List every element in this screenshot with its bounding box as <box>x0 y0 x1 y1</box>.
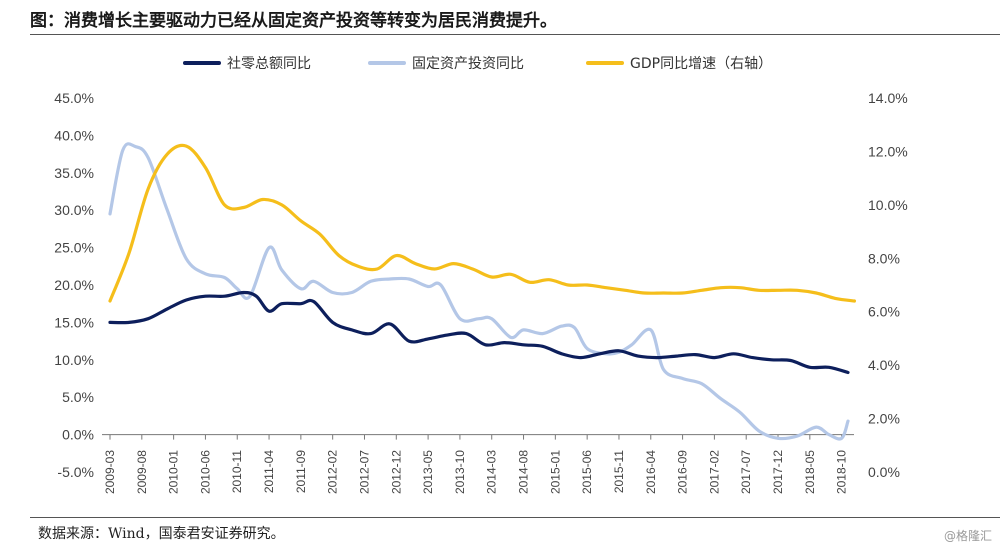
x-tick-label: 2010-06 <box>198 450 212 494</box>
left-tick-label: 5.0% <box>62 389 94 405</box>
right-tick-label: 14.0% <box>868 90 908 106</box>
source-note: 数据来源：Wind，国泰君安证券研究。 <box>38 526 285 542</box>
x-tick-label: 2013-05 <box>421 450 435 494</box>
x-tick-label: 2014-03 <box>485 450 499 494</box>
x-tick-label: 2010-11 <box>230 450 244 493</box>
x-tick-label: 2012-02 <box>326 450 340 494</box>
left-tick-label: 45.0% <box>54 90 94 106</box>
x-tick-label: 2015-01 <box>548 450 562 494</box>
retail-sales-line <box>108 290 850 375</box>
x-tick-label: 2015-11 <box>612 450 626 493</box>
legend-fixed-asset-investment: 固定资产投资同比 <box>368 56 524 72</box>
gdp-growth-line <box>108 143 856 303</box>
left-tick-label: 20.0% <box>54 277 94 293</box>
right-tick-label: 8.0% <box>868 250 900 266</box>
right-y-axis: 0.0% 2.0% 4.0% 6.0% 8.0% 10.0% 12.0% 14.0% <box>868 90 908 480</box>
left-tick-label: 25.0% <box>54 240 94 256</box>
left-tick-label: 0.0% <box>62 427 94 443</box>
fixed-asset-investment-line <box>108 142 850 441</box>
legend-label: 社零总额同比 <box>227 56 311 72</box>
x-tick-label: 2011-04 <box>262 450 276 493</box>
legend-label: 固定资产投资同比 <box>412 56 524 72</box>
x-tick-label: 2018-10 <box>835 450 849 494</box>
x-tick-label: 2011-09 <box>294 450 308 493</box>
x-tick-label: 2017-02 <box>707 450 721 494</box>
left-tick-label: 30.0% <box>54 202 94 218</box>
bottom-rule <box>30 517 1000 518</box>
right-tick-label: 12.0% <box>868 143 908 159</box>
legend-retail-sales: 社零总额同比 <box>183 56 311 72</box>
left-y-axis: -5.0% 0.0% 5.0% 10.0% 15.0% 20.0% 25.0% 30.0% 35… <box>54 90 94 480</box>
top-rule <box>30 34 1000 35</box>
x-tick-label: 2017-12 <box>771 450 785 494</box>
left-tick-label: 10.0% <box>54 352 94 368</box>
x-tick-label: 2017-07 <box>739 450 753 494</box>
watermark-text: @格隆汇 <box>943 529 992 543</box>
chart-title: 图：消费增长主要驱动力已经从固定资产投资等转变为居民消费提升。 <box>30 11 557 31</box>
x-tick-label: 2009-03 <box>103 450 117 494</box>
x-tick-label: 2016-04 <box>644 450 658 494</box>
right-tick-label: 0.0% <box>868 464 900 480</box>
x-tick-label: 2010-01 <box>167 450 181 494</box>
x-tick-label: 2018-05 <box>803 450 817 494</box>
x-tick-label: 2016-09 <box>676 450 690 494</box>
left-tick-label: 40.0% <box>54 127 94 143</box>
x-tick-label: 2014-08 <box>517 450 531 494</box>
right-tick-label: 10.0% <box>868 197 908 213</box>
x-axis: 2009-03 2009-08 2010-01 2010-06 2010-11 2011-… <box>102 434 854 494</box>
left-tick-label: 15.0% <box>54 314 94 330</box>
left-tick-label: -5.0% <box>57 464 94 480</box>
chart-legend: 社零总额同比 固定资产投资同比 GDP同比增速（右轴） <box>183 56 772 72</box>
right-tick-label: 2.0% <box>868 411 900 427</box>
left-tick-label: 35.0% <box>54 165 94 181</box>
legend-label: GDP同比增速（右轴） <box>630 56 772 72</box>
x-tick-label: 2015-06 <box>580 450 594 494</box>
legend-gdp-growth: GDP同比增速（右轴） <box>586 56 772 72</box>
x-tick-label: 2009-08 <box>135 450 149 494</box>
series-layer <box>108 142 856 441</box>
right-tick-label: 4.0% <box>868 357 900 373</box>
x-tick-label: 2013-10 <box>453 450 467 494</box>
x-tick-label: 2012-12 <box>389 450 403 494</box>
right-tick-label: 6.0% <box>868 304 900 320</box>
x-tick-label: 2012-07 <box>357 450 371 494</box>
